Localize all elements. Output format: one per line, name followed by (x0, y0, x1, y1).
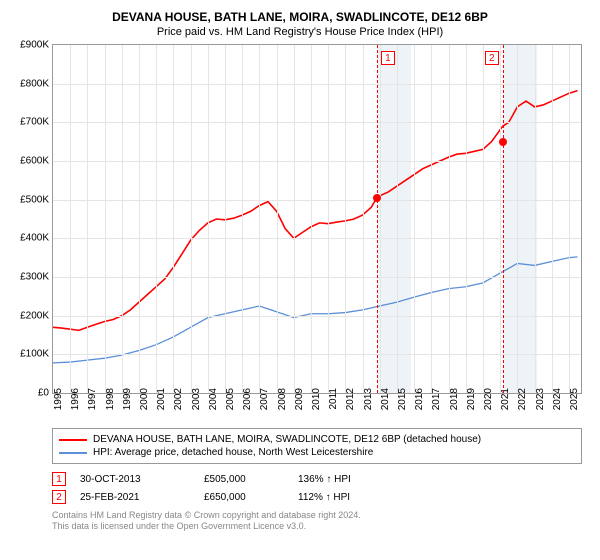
legend-label-1: HPI: Average price, detached house, Nort… (93, 447, 373, 458)
series-line-0 (53, 91, 578, 331)
x-tick-label: 2007 (259, 388, 270, 410)
legend-item-series-1: HPI: Average price, detached house, Nort… (59, 446, 575, 459)
x-tick-label: 2005 (225, 388, 236, 410)
y-tick-label: £500K (5, 194, 49, 205)
x-tick-label: 2010 (311, 388, 322, 410)
x-tick-label: 2008 (277, 388, 288, 410)
footer-attribution: Contains HM Land Registry data © Crown c… (52, 510, 582, 533)
sale-pct: 112% ↑ HPI (298, 492, 408, 503)
x-tick-label: 1995 (53, 388, 64, 410)
sale-date: 30-OCT-2013 (80, 474, 190, 485)
y-tick-label: £300K (5, 272, 49, 283)
chart-subtitle: Price paid vs. HM Land Registry's House … (0, 24, 600, 44)
sale-price: £505,000 (204, 474, 284, 485)
x-tick-label: 2018 (449, 388, 460, 410)
legend-swatch-0 (59, 439, 87, 441)
y-tick-label: £200K (5, 310, 49, 321)
x-tick-label: 2017 (431, 388, 442, 410)
x-tick-label: 2009 (294, 388, 305, 410)
plot-area: £0£100K£200K£300K£400K£500K£600K£700K£80… (52, 44, 582, 394)
y-tick-label: £0 (5, 388, 49, 399)
sale-dot-2 (499, 138, 507, 146)
sale-pct: 136% ↑ HPI (298, 474, 408, 485)
x-tick-label: 2020 (483, 388, 494, 410)
x-tick-label: 2001 (156, 388, 167, 410)
legend-item-series-0: DEVANA HOUSE, BATH LANE, MOIRA, SWADLINC… (59, 433, 575, 446)
x-tick-label: 2022 (517, 388, 528, 410)
legend-box: DEVANA HOUSE, BATH LANE, MOIRA, SWADLINC… (52, 428, 582, 464)
footer-line-2: This data is licensed under the Open Gov… (52, 521, 582, 532)
sale-marker-1: 1 (52, 472, 66, 486)
event-marker-2: 2 (485, 51, 499, 65)
x-tick-label: 2014 (380, 388, 391, 410)
y-tick-label: £800K (5, 78, 49, 89)
y-tick-label: £600K (5, 156, 49, 167)
sale-price: £650,000 (204, 492, 284, 503)
x-tick-label: 2025 (569, 388, 580, 410)
x-tick-label: 1999 (122, 388, 133, 410)
y-tick-label: £400K (5, 233, 49, 244)
x-tick-label: 2013 (363, 388, 374, 410)
sales-table: 1 30-OCT-2013 £505,000 136% ↑ HPI 2 25-F… (52, 470, 582, 506)
footer-line-1: Contains HM Land Registry data © Crown c… (52, 510, 582, 521)
x-tick-label: 2002 (173, 388, 184, 410)
x-tick-label: 1998 (105, 388, 116, 410)
x-tick-label: 1996 (70, 388, 81, 410)
x-tick-label: 2003 (191, 388, 202, 410)
x-tick-label: 2023 (535, 388, 546, 410)
sale-dot-1 (373, 194, 381, 202)
y-tick-label: £100K (5, 349, 49, 360)
x-tick-label: 2019 (466, 388, 477, 410)
x-tick-label: 2006 (242, 388, 253, 410)
x-tick-label: 2015 (397, 388, 408, 410)
x-tick-label: 2016 (414, 388, 425, 410)
sale-marker-2: 2 (52, 490, 66, 504)
y-tick-label: £900K (5, 40, 49, 51)
x-tick-label: 2011 (328, 388, 339, 410)
series-line-1 (53, 257, 578, 363)
legend-label-0: DEVANA HOUSE, BATH LANE, MOIRA, SWADLINC… (93, 434, 481, 445)
x-tick-label: 2024 (552, 388, 563, 410)
x-tick-label: 1997 (87, 388, 98, 410)
legend-swatch-1 (59, 452, 87, 454)
sale-date: 25-FEB-2021 (80, 492, 190, 503)
chart-container: DEVANA HOUSE, BATH LANE, MOIRA, SWADLINC… (0, 0, 600, 560)
event-marker-1: 1 (381, 51, 395, 65)
x-tick-label: 2004 (208, 388, 219, 410)
sale-row: 1 30-OCT-2013 £505,000 136% ↑ HPI (52, 470, 582, 488)
x-tick-label: 2000 (139, 388, 150, 410)
sale-row: 2 25-FEB-2021 £650,000 112% ↑ HPI (52, 488, 582, 506)
x-tick-label: 2012 (345, 388, 356, 410)
chart-title: DEVANA HOUSE, BATH LANE, MOIRA, SWADLINC… (0, 0, 600, 24)
y-tick-label: £700K (5, 117, 49, 128)
